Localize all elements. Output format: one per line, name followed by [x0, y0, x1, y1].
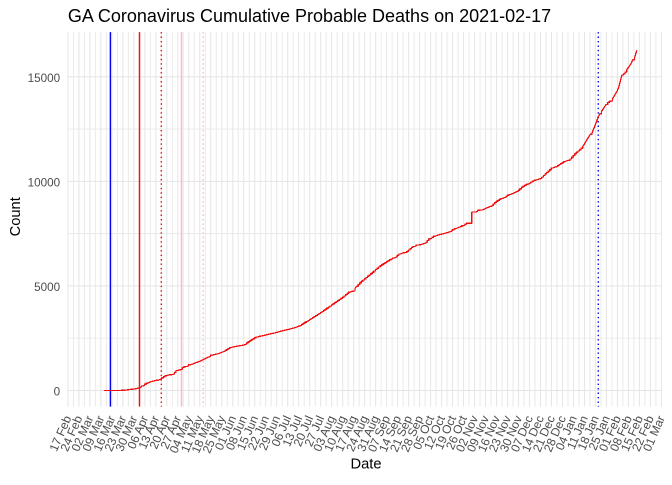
svg-text:0: 0	[54, 385, 61, 398]
svg-text:GA Coronavirus Cumulative Prob: GA Coronavirus Cumulative Probable Death…	[68, 6, 551, 26]
svg-text:Count: Count	[8, 197, 24, 236]
svg-text:15000: 15000	[28, 72, 61, 85]
svg-text:Date: Date	[350, 457, 381, 473]
svg-text:5000: 5000	[34, 281, 61, 294]
svg-text:10000: 10000	[28, 176, 61, 189]
